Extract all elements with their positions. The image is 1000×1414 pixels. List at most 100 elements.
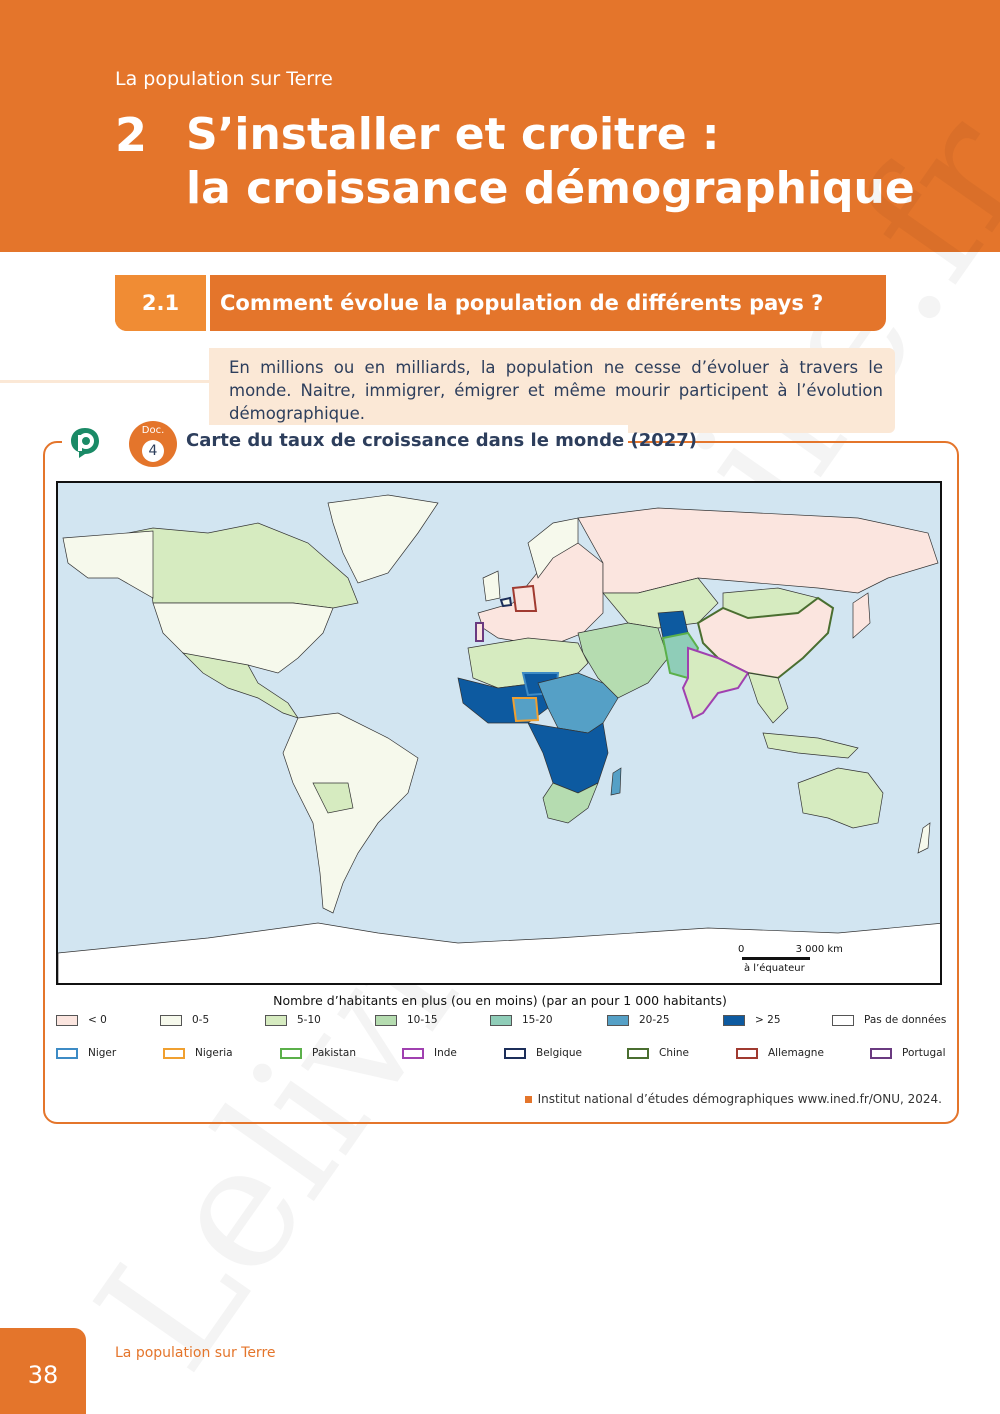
legend-label: > 25 (755, 1014, 781, 1026)
legend-swatch (265, 1014, 287, 1026)
legend-class-item: Pas de données (832, 1014, 946, 1026)
alaska (62, 530, 154, 599)
document-title: Carte du taux de croissance dans le mond… (186, 430, 698, 451)
intro-rule (0, 380, 210, 383)
legend-swatch (723, 1014, 745, 1026)
legend-country-item: Inde (402, 1047, 457, 1059)
legend-swatch (490, 1014, 512, 1026)
legend-country-item: Belgique (504, 1047, 582, 1059)
australia (797, 767, 884, 829)
antarctica (58, 922, 940, 983)
section-separator (206, 275, 210, 331)
legend-label: Pas de données (864, 1014, 947, 1026)
scale-distance: 3 000 km (795, 944, 843, 955)
legend-title: Nombre d’habitants en plus (ou en moins)… (273, 993, 727, 1008)
mexico (181, 652, 299, 719)
doc-label: Doc. (141, 425, 165, 436)
germany (511, 584, 538, 612)
legend-outline-swatch (402, 1047, 424, 1059)
legend-class-item: 10-15 (375, 1014, 438, 1026)
doc-badge: Doc. 4 (129, 421, 177, 467)
uk (482, 570, 501, 602)
chapter-header: La population sur Terre 2 S’installer et… (0, 0, 1000, 252)
doc-number: 4 (142, 440, 164, 462)
se-asia (747, 672, 789, 724)
section-number: 2.1 (115, 275, 206, 331)
world-map-svg (58, 494, 940, 983)
new-zealand (917, 822, 931, 854)
scale-note: à l’équateur (744, 963, 805, 974)
legend-swatch (56, 1014, 78, 1026)
belgium (499, 596, 513, 608)
legend-label: Allemagne (768, 1047, 824, 1059)
madagascar (610, 767, 622, 796)
legend-outline-swatch (280, 1047, 302, 1059)
legend-outline-swatch (736, 1047, 758, 1059)
legend-country-item: Chine (627, 1047, 689, 1059)
portugal (475, 622, 484, 642)
legend-label: Niger (88, 1047, 117, 1059)
legend-country-item: Portugal (870, 1047, 946, 1059)
legend-country-item: Nigeria (163, 1047, 233, 1059)
legend-label: 5-10 (297, 1014, 321, 1026)
europe (477, 542, 604, 644)
legend-class-item: < 0 (56, 1014, 107, 1026)
indonesia (762, 732, 859, 759)
intro-text: En millions ou en milliards, la populati… (209, 348, 895, 433)
footer-text: La population sur Terre (115, 1345, 276, 1361)
legend-swatch (375, 1014, 397, 1026)
greenland (327, 494, 439, 584)
scandinavia (527, 517, 579, 579)
legend-country-item: Niger (56, 1047, 116, 1059)
legend-outline-swatch (627, 1047, 649, 1059)
section-banner: 2.1 Comment évolue la population de diff… (115, 275, 886, 331)
legend-class-item: 15-20 (490, 1014, 553, 1026)
usa (152, 602, 334, 674)
legend-country-item: Pakistan (280, 1047, 356, 1059)
world-map (56, 481, 942, 985)
scale-zero: 0 (738, 944, 745, 955)
legend-country-item: Allemagne (736, 1047, 824, 1059)
legend-label: Inde (434, 1047, 457, 1059)
legend-class-item: > 25 (723, 1014, 781, 1026)
legend-label: Chine (659, 1047, 690, 1059)
legend-class-item: 0-5 (160, 1014, 209, 1026)
publisher-logo-icon (71, 428, 99, 458)
legend-swatch (160, 1014, 182, 1026)
legend-outline-swatch (504, 1047, 526, 1059)
legend-class-item: 5-10 (265, 1014, 321, 1026)
bolivia-paraguay (312, 782, 354, 814)
chapter-number: 2 (115, 108, 148, 162)
chapter-kicker: La population sur Terre (115, 68, 333, 90)
legend-label: < 0 (88, 1014, 107, 1026)
legend-outline-swatch (163, 1047, 185, 1059)
legend-label: 20-25 (639, 1014, 670, 1026)
russia (577, 507, 939, 594)
map-scale: 0 3 000 km à l’équateur (738, 944, 843, 974)
chapter-title: S’installer et croitre : la croissance d… (186, 108, 915, 216)
section-title: Comment évolue la population de différen… (220, 291, 824, 315)
legend-label: 0-5 (192, 1014, 210, 1026)
legend-swatch (607, 1014, 629, 1026)
legend-label: Portugal (902, 1047, 946, 1059)
legend-label: 15-20 (522, 1014, 553, 1026)
legend-class-item: 20-25 (607, 1014, 670, 1026)
legend-label: Pakistan (312, 1047, 356, 1059)
page-number: 38 (0, 1328, 86, 1414)
chapter-title-line2: la croissance démographique (186, 163, 915, 214)
southern-africa (542, 782, 599, 824)
japan (852, 592, 871, 639)
middle-east (577, 622, 669, 699)
legend-label: Nigeria (195, 1047, 233, 1059)
legend-outline-swatch (56, 1047, 78, 1059)
legend-label: 10-15 (407, 1014, 438, 1026)
chapter-title-line1: S’installer et croitre : (186, 109, 720, 160)
nigeria (511, 697, 540, 723)
scale-bar (742, 957, 810, 960)
legend-swatch (832, 1014, 854, 1026)
india (681, 646, 750, 720)
legend-outline-swatch (870, 1047, 892, 1059)
south-america (282, 712, 419, 914)
legend-label: Belgique (536, 1047, 582, 1059)
central-africa (527, 722, 609, 794)
